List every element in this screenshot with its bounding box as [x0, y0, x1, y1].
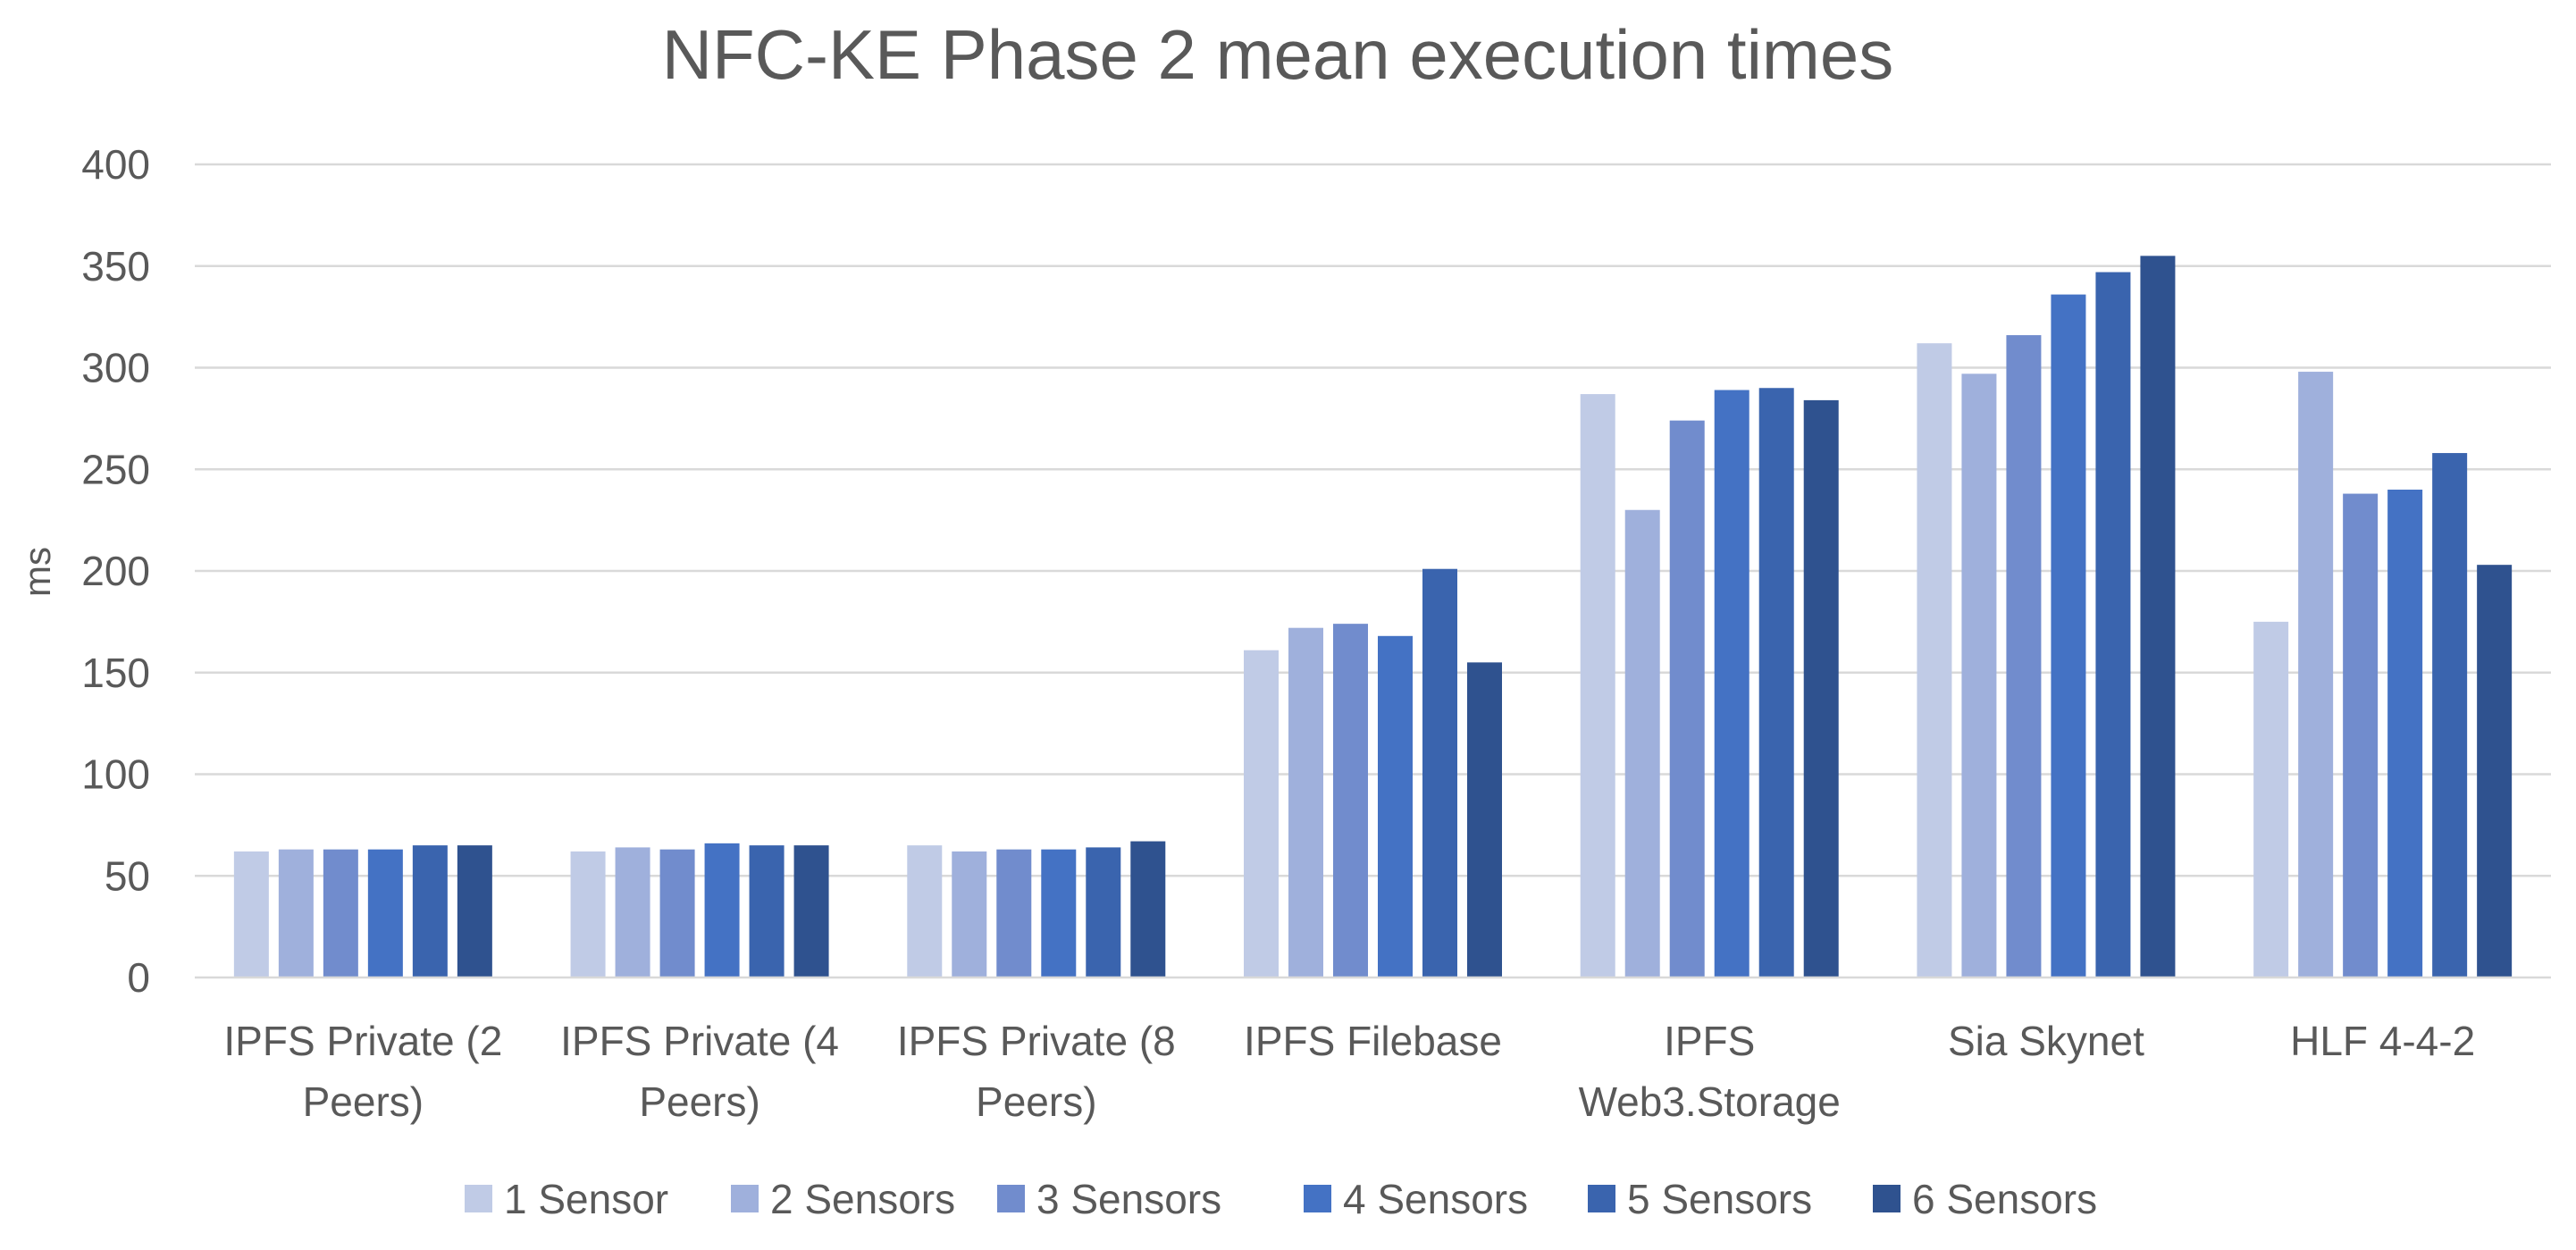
- y-axis-ticks: 0 50 100 150 200 250 300 350 400: [81, 141, 150, 1001]
- x-category-label-2-1: IPFS Private (4: [560, 1018, 839, 1064]
- bar-6-5: [1803, 399, 1839, 977]
- bar-3-1: [323, 849, 358, 977]
- y-tick-label-250: 250: [81, 446, 150, 492]
- bar-1-7: [2253, 621, 2289, 977]
- y-tick-label-150: 150: [81, 650, 150, 696]
- x-category-label-5-2: Web3.Storage: [1579, 1078, 1841, 1125]
- bar-4-2: [704, 843, 740, 977]
- bar-6-2: [793, 845, 829, 977]
- legend-swatch-3: [997, 1185, 1025, 1212]
- bar-4-3: [1041, 849, 1077, 977]
- bar-6-4: [1467, 662, 1502, 977]
- bar-1-4: [1244, 650, 1279, 977]
- x-category-label-4-1: IPFS Filebase: [1244, 1018, 1502, 1064]
- x-category-label-1-2: Peers): [303, 1078, 424, 1125]
- bar-5-2: [749, 845, 785, 977]
- legend: 1 Sensor 2 Sensors 3 Sensors 4 Sensors 5 Sen…: [465, 1176, 2097, 1222]
- y-tick-label-300: 300: [81, 345, 150, 391]
- chart-title: NFC-KE Phase 2 mean execution times: [662, 15, 1894, 94]
- y-tick-label-0: 0: [127, 954, 150, 1001]
- bar-3-6: [2006, 335, 2042, 978]
- bar-5-7: [2432, 453, 2468, 977]
- x-category-label-6-1: Sia Skynet: [1948, 1018, 2144, 1064]
- y-tick-label-350: 350: [81, 243, 150, 289]
- legend-swatch-6: [1873, 1185, 1901, 1212]
- x-category-label-1-1: IPFS Private (2: [223, 1018, 502, 1064]
- bar-4-1: [367, 849, 403, 977]
- bar-5-1: [412, 845, 448, 977]
- bar-3-7: [2343, 493, 2379, 977]
- bar-6-3: [1130, 841, 1166, 977]
- bar-2-6: [1961, 373, 1997, 977]
- bar-4-6: [2051, 294, 2086, 978]
- bar-4-7: [2387, 490, 2423, 977]
- x-category-label-5-1: IPFS: [1664, 1018, 1755, 1064]
- legend-swatch-4: [1304, 1185, 1331, 1212]
- y-tick-label-200: 200: [81, 548, 150, 594]
- x-category-label-3-2: Peers): [976, 1078, 1096, 1125]
- bar-5-3: [1086, 847, 1121, 977]
- series-2: [278, 372, 2334, 977]
- bar-3-3: [996, 849, 1032, 977]
- bar-3-2: [659, 849, 695, 977]
- gridlines: [195, 163, 2551, 877]
- legend-swatch-1: [465, 1185, 492, 1212]
- bar-2-5: [1624, 509, 1660, 977]
- bar-3-4: [1333, 624, 1368, 977]
- x-axis-categories: IPFS Private (2 Peers) IPFS Private (4 Peer…: [223, 1018, 2475, 1125]
- bar-2-2: [615, 847, 650, 977]
- legend-label-2: 2 Sensors: [770, 1176, 955, 1222]
- y-tick-label-50: 50: [105, 852, 150, 899]
- y-tick-label-100: 100: [81, 751, 150, 798]
- legend-label-6: 6 Sensors: [1912, 1176, 2097, 1222]
- legend-label-1: 1 Sensor: [504, 1176, 668, 1222]
- bar-3-5: [1669, 420, 1705, 977]
- series-6: [457, 256, 2513, 977]
- bar-5-6: [2095, 272, 2131, 977]
- bar-6-1: [457, 845, 492, 977]
- bar-5-5: [1758, 388, 1794, 977]
- bar-2-1: [278, 849, 314, 977]
- bar-4-5: [1714, 390, 1749, 977]
- bar-1-1: [233, 851, 269, 977]
- bar-series: [233, 256, 2513, 978]
- bar-2-4: [1288, 627, 1323, 977]
- legend-label-5: 5 Sensors: [1627, 1176, 1812, 1222]
- legend-swatch-2: [731, 1185, 759, 1212]
- bar-5-4: [1422, 568, 1457, 977]
- legend-label-4: 4 Sensors: [1343, 1176, 1528, 1222]
- y-axis-label: ms: [16, 547, 58, 597]
- x-category-label-2-2: Peers): [639, 1078, 759, 1125]
- bar-2-7: [2298, 372, 2334, 977]
- series-3: [323, 335, 2379, 978]
- series-1: [233, 343, 2289, 977]
- bar-1-5: [1580, 394, 1615, 977]
- bar-1-6: [1917, 343, 1952, 977]
- y-tick-label-400: 400: [81, 141, 150, 188]
- bar-6-7: [2477, 565, 2513, 977]
- x-category-label-3-1: IPFS Private (8: [897, 1018, 1176, 1064]
- legend-swatch-5: [1588, 1185, 1615, 1212]
- legend-label-3: 3 Sensors: [1036, 1176, 1221, 1222]
- bar-6-6: [2140, 256, 2176, 977]
- bar-1-2: [570, 851, 606, 977]
- bar-1-3: [907, 845, 943, 977]
- bar-2-3: [952, 851, 987, 977]
- x-category-label-7-1: HLF 4-4-2: [2290, 1018, 2475, 1064]
- series-5: [412, 272, 2468, 977]
- series-4: [367, 294, 2423, 978]
- bar-4-4: [1378, 635, 1413, 977]
